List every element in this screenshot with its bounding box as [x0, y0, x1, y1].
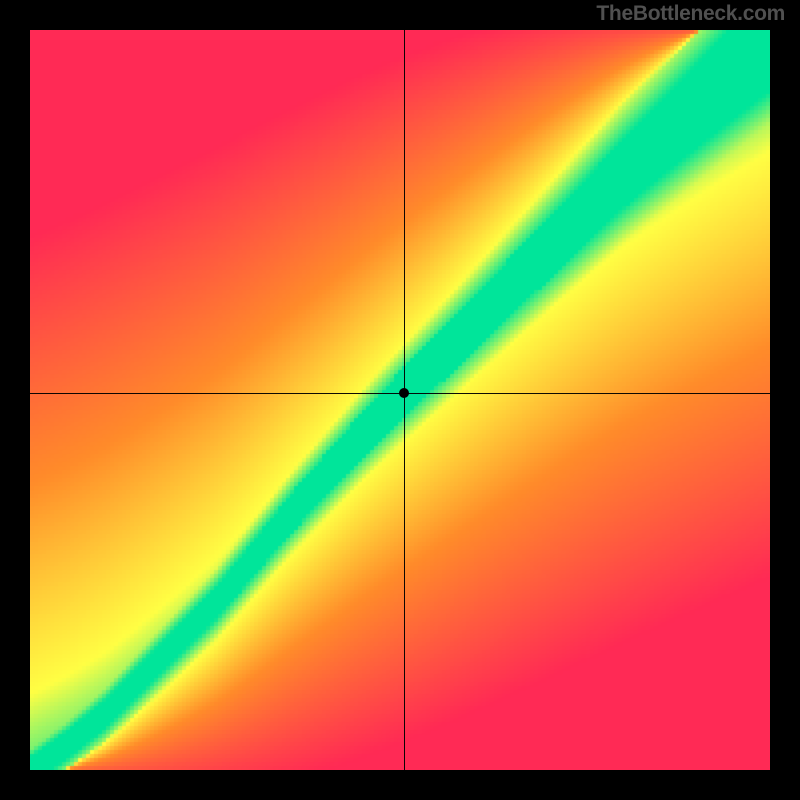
marker-dot: [399, 388, 409, 398]
watermark-text: TheBottleneck.com: [596, 2, 785, 26]
crosshair-vertical: [404, 30, 405, 770]
heatmap-plot: [30, 30, 770, 770]
heatmap-canvas: [30, 30, 770, 770]
chart-container: TheBottleneck.com: [0, 0, 800, 800]
